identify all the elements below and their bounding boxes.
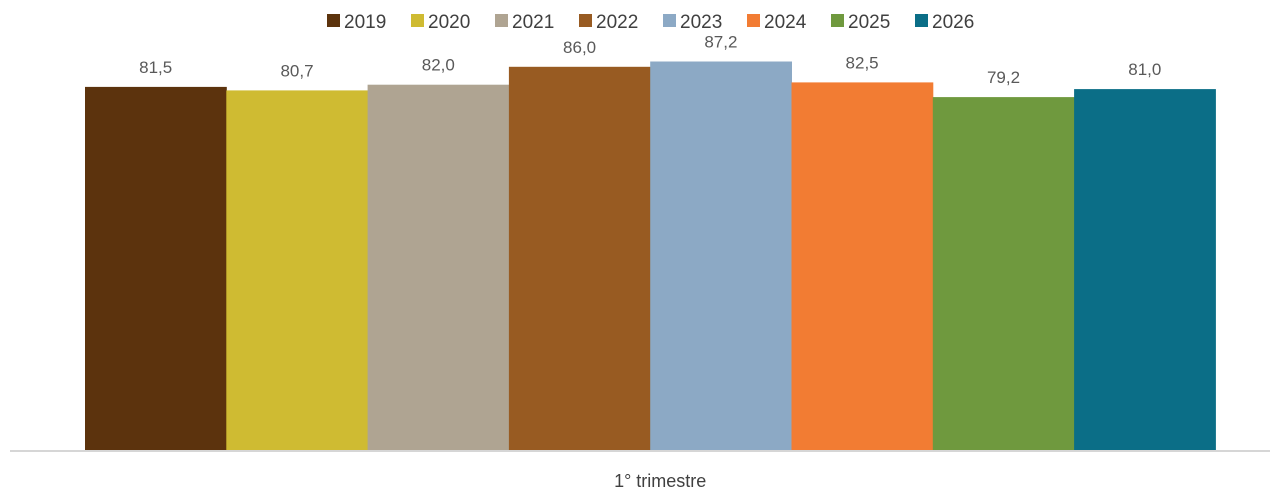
legend-swatch-2026 bbox=[915, 14, 928, 27]
legend-label-2023: 2023 bbox=[680, 12, 722, 33]
legend-swatch-2019 bbox=[327, 14, 340, 27]
data-label-2020: 80,7 bbox=[280, 61, 313, 80]
bar-2026 bbox=[1074, 89, 1216, 450]
data-label-2023: 87,2 bbox=[704, 33, 737, 52]
legend-swatch-2021 bbox=[495, 14, 508, 27]
legend-label-2024: 2024 bbox=[764, 12, 807, 33]
legend-label-2019: 2019 bbox=[344, 12, 386, 33]
bars-group bbox=[85, 61, 1216, 451]
legend-label-2020: 2020 bbox=[428, 12, 470, 33]
legend-swatch-2022 bbox=[579, 14, 592, 27]
data-label-2022: 86,0 bbox=[563, 38, 596, 57]
bar-2020 bbox=[226, 90, 369, 451]
legend-label-2021: 2021 bbox=[512, 12, 554, 33]
legend-label-2025: 2025 bbox=[848, 12, 890, 33]
data-label-2026: 81,0 bbox=[1128, 60, 1161, 79]
data-labels-group: 81,5 80,7 82,0 86,0 87,2 82,5 79,2 81,0 bbox=[139, 33, 1161, 88]
legend-swatch-2025 bbox=[831, 14, 844, 27]
bar-2019 bbox=[85, 86, 227, 451]
legend-swatch-2023 bbox=[663, 14, 676, 27]
bar-2021 bbox=[367, 84, 510, 450]
bar-2025 bbox=[932, 97, 1075, 450]
legend-swatch-2020 bbox=[411, 14, 424, 27]
bar-2023 bbox=[650, 61, 792, 450]
data-label-2024: 82,5 bbox=[846, 53, 879, 72]
data-label-2021: 82,0 bbox=[422, 56, 455, 75]
bar-2024 bbox=[791, 82, 934, 451]
data-label-2025: 79,2 bbox=[987, 68, 1020, 87]
legend-label-2022: 2022 bbox=[596, 12, 638, 33]
bar-2022 bbox=[508, 66, 651, 451]
category-label: 1° trimestre bbox=[614, 471, 706, 491]
legend-swatch-2024 bbox=[747, 14, 760, 27]
legend-label-2026: 2026 bbox=[932, 12, 974, 33]
legend: 2019 2020 2021 2022 2023 2024 2025 2026 bbox=[327, 12, 974, 33]
data-label-2019: 81,5 bbox=[139, 58, 172, 77]
